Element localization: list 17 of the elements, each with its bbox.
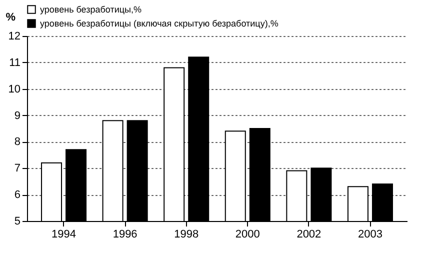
x-tick-label: 1996	[112, 228, 138, 240]
y-tick-label: 8	[14, 136, 20, 148]
x-tick-label: 1998	[174, 228, 199, 240]
legend-label: уровень безработицы,%	[40, 4, 142, 14]
x-tick-label: 1994	[52, 228, 76, 240]
y-tick-label: 5	[14, 216, 20, 228]
y-tick-label: 12	[8, 30, 20, 42]
y-tick-label: 6	[14, 189, 20, 202]
y-tick-label: 7	[14, 162, 20, 175]
x-tick-label: 2000	[235, 228, 260, 240]
y-tick-label: 9	[14, 110, 20, 122]
y-axis-title: %	[6, 12, 16, 24]
y-tick-label: 10	[8, 83, 20, 96]
legend-label: уровень безработицы (включая скрытую безработицу),%	[40, 18, 278, 28]
x-tick-label: 2002	[296, 228, 322, 240]
x-tick-label: 2003	[358, 228, 382, 240]
y-tick-label: 11	[9, 56, 20, 69]
